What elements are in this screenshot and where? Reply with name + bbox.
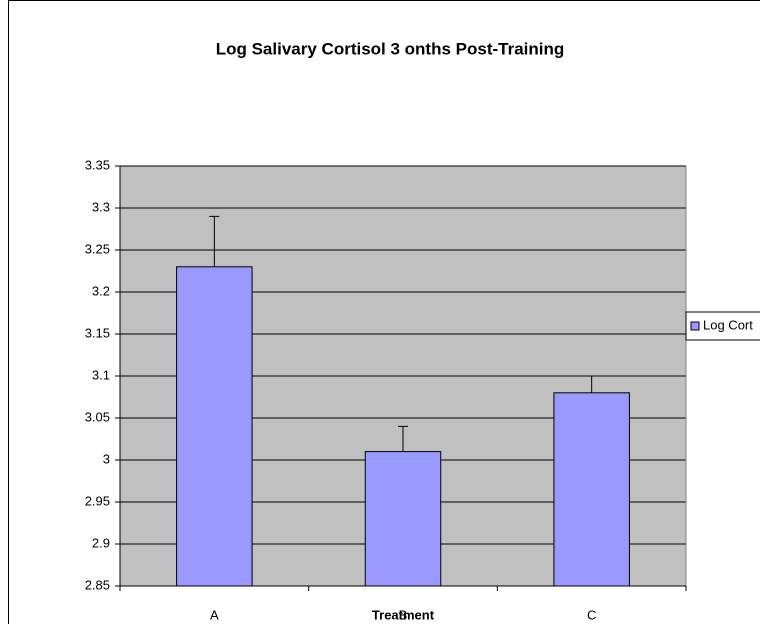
y-tick-label: 2.85: [85, 577, 110, 592]
error-bar: [209, 215, 220, 267]
error-bar: [586, 375, 597, 393]
y-tick-label: 3.1: [92, 367, 110, 382]
bar: [176, 266, 253, 587]
y-tick-label: 2.95: [85, 493, 110, 508]
x-axis-label: Treatment: [372, 607, 435, 622]
y-tick-label: 3.3: [92, 199, 110, 214]
x-tick-label: B: [399, 607, 408, 622]
legend-label: Log Cort: [703, 317, 753, 332]
y-tick-label: 3.2: [92, 283, 110, 298]
y-tick-label: 3: [103, 451, 110, 466]
legend-swatch: [690, 321, 700, 331]
chart-title: Log Salivary Cortisol 3 onths Post-Train…: [216, 39, 565, 58]
x-tick-label: C: [587, 607, 596, 622]
y-tick-label: 3.25: [85, 241, 110, 256]
error-bar: [398, 425, 408, 452]
bar: [364, 451, 442, 587]
y-tick-label: 3.05: [85, 409, 110, 424]
y-tick-label: 2.9: [92, 535, 110, 550]
bar: [553, 392, 630, 587]
legend-box: [685, 311, 760, 341]
x-tick-label: A: [210, 607, 219, 622]
y-tick-label: 3.15: [85, 325, 110, 340]
y-tick-label: 3.35: [85, 157, 110, 172]
